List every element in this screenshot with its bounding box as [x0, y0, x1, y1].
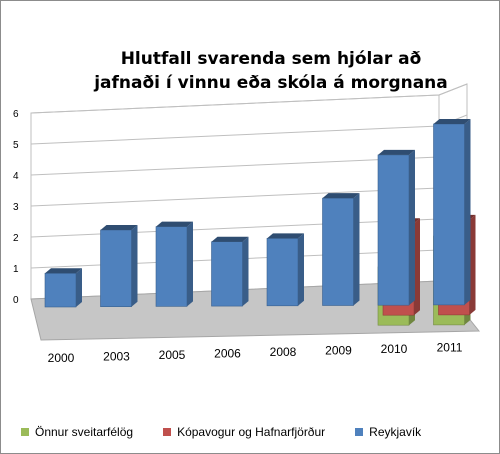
y-tick-label: 4 — [13, 171, 19, 182]
bar — [266, 238, 299, 307]
chart-title: Hlutfall svarenda sem hjólar að jafnaði … — [94, 49, 448, 93]
bar-side — [409, 149, 415, 306]
gridline-side — [438, 83, 468, 96]
bar — [155, 226, 188, 307]
legend: Önnur sveitarfélög Kópavogur og Hafnarfjö… — [21, 425, 451, 439]
legend-entry: Önnur sveitarfélög — [21, 425, 133, 439]
y-tick-label: 6 — [13, 109, 19, 120]
legend-label: Önnur sveitarfélög — [35, 425, 134, 439]
legend-entry: Reykjavík — [355, 425, 421, 439]
x-tick-label: 2008 — [270, 345, 297, 359]
x-tick-label: 2011 — [437, 341, 463, 355]
x-tick-label: 2009 — [325, 344, 352, 358]
bar-top — [156, 221, 193, 227]
bar-side — [414, 218, 420, 316]
legend-entry: Kópavogur og Hafnarfjörður — [163, 425, 325, 439]
legend-swatch — [21, 428, 29, 436]
bar-top — [100, 225, 138, 231]
gridline — [30, 187, 440, 207]
gridline — [30, 156, 440, 176]
bar-side — [353, 193, 360, 306]
y-tick-label: 1 — [13, 264, 19, 275]
bar — [100, 229, 132, 308]
legend-label: Kópavogur og Hafnarfjörður — [177, 425, 326, 439]
bar-side — [76, 268, 82, 307]
bar-top — [433, 118, 471, 124]
legend-label: Reykjavík — [369, 425, 422, 439]
x-tick-label: 2003 — [103, 350, 130, 364]
bar-top — [322, 193, 360, 199]
gridline — [30, 125, 440, 145]
legend-swatch — [163, 428, 172, 436]
bar-top — [211, 236, 249, 242]
bar-top — [378, 149, 415, 155]
bar — [433, 123, 465, 306]
y-tick-label: 2 — [13, 233, 19, 244]
bar-side — [131, 225, 138, 307]
bar-side — [298, 233, 304, 306]
bar — [377, 154, 410, 306]
y-tick-label: 5 — [13, 140, 19, 151]
y-tick-label: 3 — [13, 202, 19, 213]
bar-side — [187, 221, 193, 307]
x-tick-label: 2010 — [381, 342, 408, 356]
x-tick-label: 2000 — [48, 351, 75, 365]
bar — [44, 272, 77, 308]
bar-side — [242, 236, 249, 307]
gridline — [30, 218, 440, 238]
bar-side — [464, 118, 471, 305]
y-tick-label: 0 — [13, 295, 19, 306]
gridline — [30, 94, 440, 114]
x-tick-label: 2006 — [214, 347, 241, 361]
bar-side — [469, 214, 476, 315]
bar — [322, 197, 354, 306]
bar-top — [267, 233, 304, 239]
legend-swatch — [355, 428, 364, 436]
bar-top — [45, 268, 82, 274]
bar — [211, 241, 243, 307]
x-tick-label: 2005 — [159, 348, 186, 362]
